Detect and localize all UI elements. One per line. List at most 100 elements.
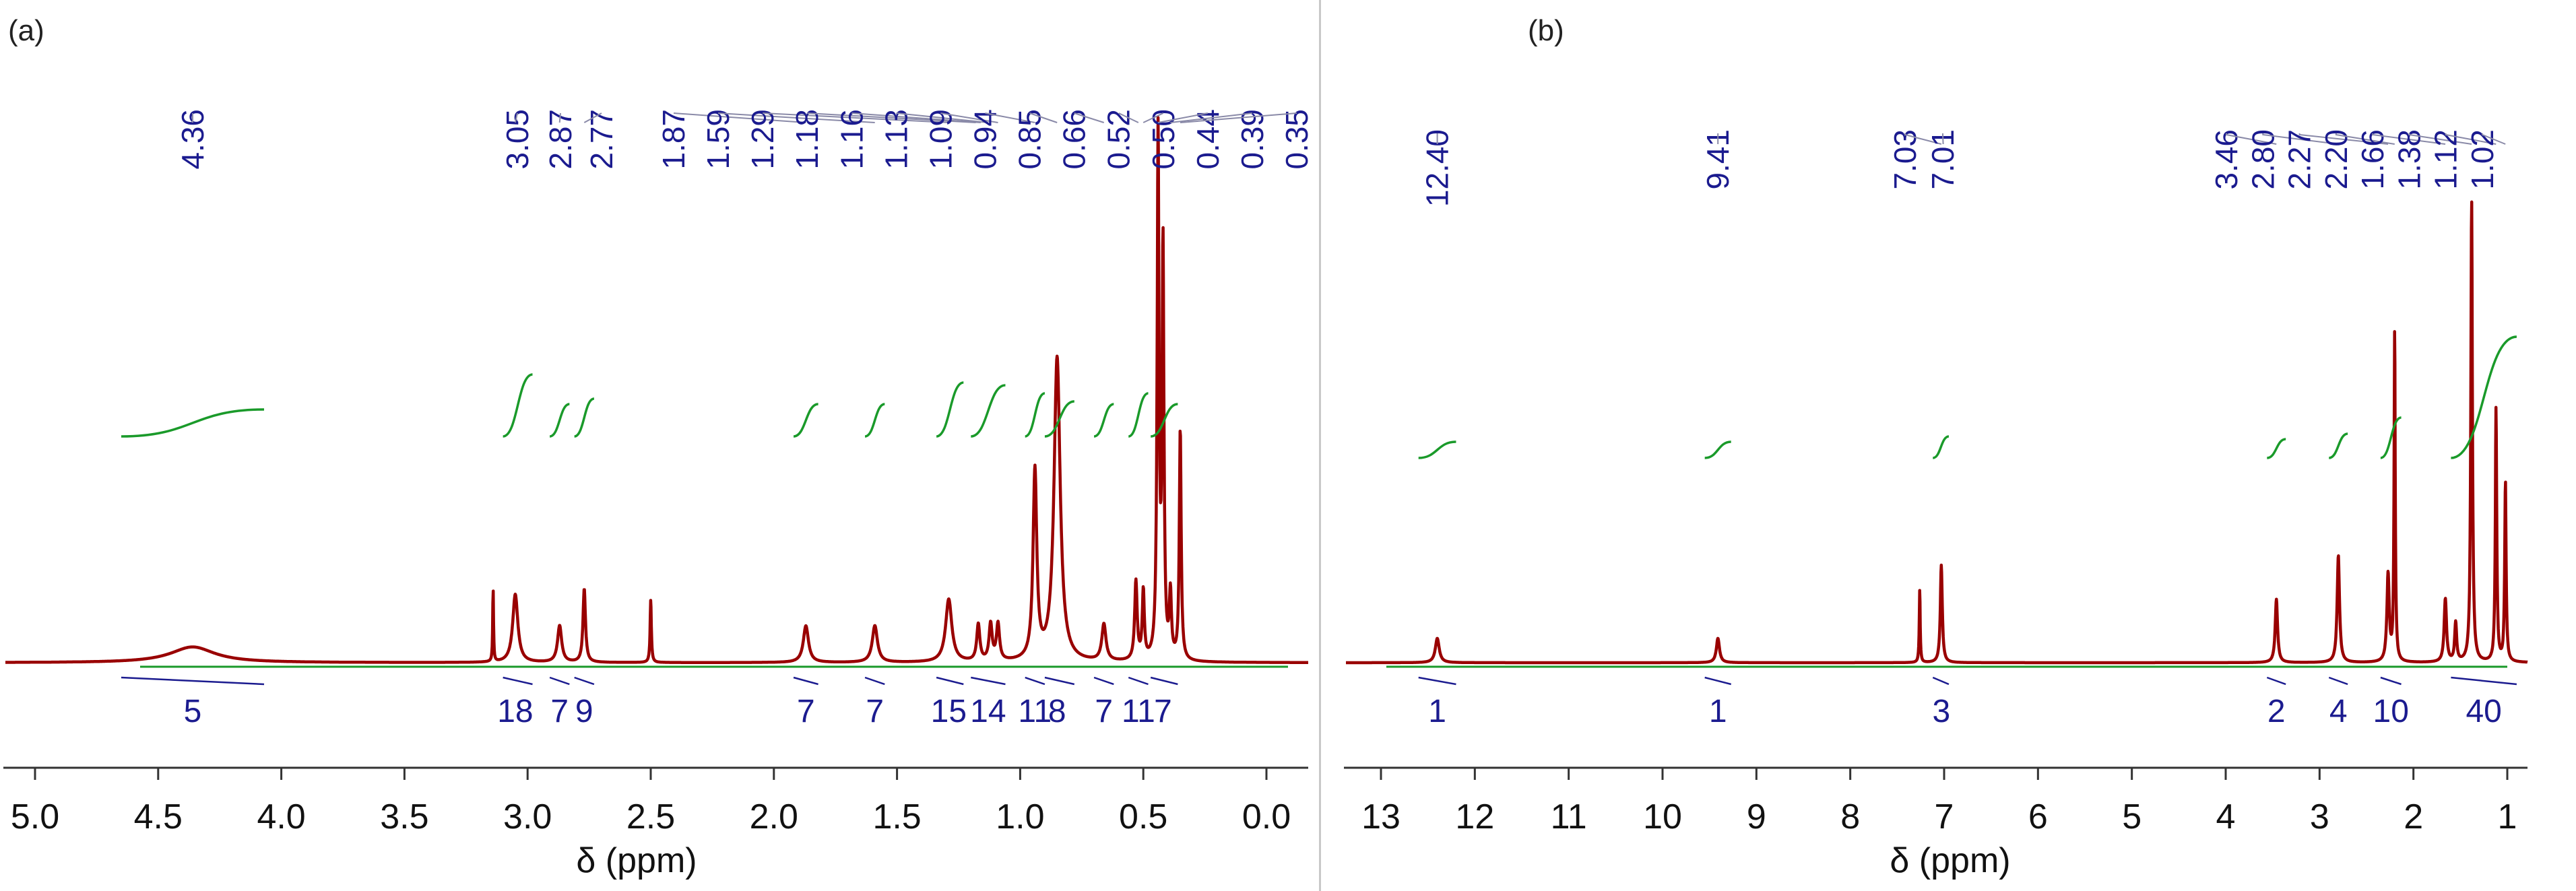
peak-leader-line [2445,133,2497,145]
integral-value: 2 [2267,694,2286,729]
integral-bracket [1128,676,1149,686]
peak-shift-label: 0.50 [1146,109,1181,170]
x-tick-label: 4 [2216,797,2236,836]
peak-leader-line [673,112,806,123]
panel-divider [1319,0,1321,891]
peak-leader-line [985,112,1035,123]
integral-value: 7 [550,694,569,729]
integral-curve [503,373,534,438]
x-tick-label: 2.5 [626,797,675,836]
integral-bracket [2451,676,2517,686]
integral-curve [1418,440,1456,459]
peak-shift-label: 1.02 [2465,129,2500,190]
integral-value: 15 [931,694,967,729]
peak-shift-label: 0.35 [1279,109,1314,170]
peak-shift-label: 0.94 [968,109,1003,170]
integral-bracket [1025,676,1045,686]
integral-value: 5 [184,694,202,729]
peak-shift-label: 1.13 [878,109,913,170]
peak-leader-line [1029,112,1058,123]
x-tick-label: 11 [1551,797,1587,836]
peak-shift-label: 2.27 [2282,129,2317,190]
peak-leader-line [851,112,981,123]
x-tick-label: 8 [1840,797,1860,836]
integral-value: 11 [1018,694,1052,729]
peak-shift-label: 2.77 [584,109,619,170]
integral-bracket [936,676,964,686]
integral-curve [793,403,819,438]
x-tick-label: 1.5 [872,797,921,836]
peak-leader-line [1118,112,1139,123]
integral-curve [1128,392,1149,438]
peak-shift-label: 1.87 [656,109,691,170]
peak-leader-line [583,112,602,123]
panel-label: (b) [1528,14,1564,47]
integral-bracket [971,676,1006,686]
peak-shift-label: 1.18 [790,109,825,170]
peak-leader-line [2298,133,2389,145]
peak-shift-label: 0.66 [1057,109,1092,170]
x-tick-label: 1 [2498,797,2517,836]
integral-value: 7 [1154,694,1172,729]
peak-leader-line [1142,112,1164,123]
peak-leader-line [2226,133,2277,145]
peak-shift-label: 1.59 [701,109,736,170]
integral-curve [2328,432,2348,459]
integral-value: 4 [2329,694,2348,729]
integral-value: 40 [2466,694,2501,729]
integral-curve [2451,335,2517,459]
integral-curve [2266,438,2286,459]
panel-label: (a) [8,14,44,47]
integral-value: 1 [1428,694,1446,729]
integral-bracket [2328,676,2348,686]
integral-curve [2380,416,2402,459]
peak-leader-line [807,112,976,123]
peak-leader-line [1180,112,1297,123]
integral-value: 7 [797,694,815,729]
integral-bracket [1418,676,1456,686]
x-tick-label: 1.0 [996,797,1044,836]
integral-bracket [864,676,885,686]
spectrum-trace [4,116,1310,664]
integral-value: 11 [1122,694,1155,729]
integral-value: 9 [575,694,593,729]
x-tick-label: 2 [2404,797,2423,836]
x-tick-label: 13 [1361,797,1400,836]
integral-value: 3 [1932,694,1950,729]
integral-value: 7 [1095,694,1113,729]
peak-shift-label: 1.66 [2355,129,2390,190]
peak-shift-label: 0.39 [1235,109,1270,170]
x-tick-label: 6 [2028,797,2048,836]
x-tick-label: 0.5 [1119,797,1167,836]
integral-value: 10 [2373,694,2409,729]
integral-curve [1025,392,1045,438]
x-tick-label: 0.0 [1242,797,1291,836]
integral-bracket [1150,676,1178,686]
peak-leader-line [514,112,518,123]
peak-leader-line [2482,133,2506,145]
peak-shift-label: 1.12 [2428,129,2464,190]
integral-bracket [549,676,570,686]
peak-shift-label: 0.85 [1012,109,1048,170]
x-tick-label: 5.0 [11,797,59,836]
x-tick-label: 2.0 [750,797,798,836]
x-tick-label: 4.5 [134,797,183,836]
peak-leader-line [2335,133,2395,145]
integral-bracket [2380,676,2402,686]
peak-leader-line [1904,133,1942,145]
peak-leader-line [1074,112,1105,123]
peak-leader-line [763,112,949,123]
integral-value: 8 [1048,694,1066,729]
integral-bracket [1932,676,1950,686]
integral-curve [1093,403,1114,438]
integral-bracket [503,676,533,686]
integral-curve [864,403,885,438]
integral-curve [549,403,570,438]
peak-shift-label: 3.46 [2209,129,2244,190]
peak-shift-label: 1.38 [2391,129,2426,190]
x-tick-label: 4.0 [257,797,305,836]
peak-shift-label: 2.80 [2245,129,2280,190]
peak-leader-line [1157,112,1209,123]
peak-shift-label: 2.20 [2319,129,2354,190]
integral-bracket [121,676,265,686]
